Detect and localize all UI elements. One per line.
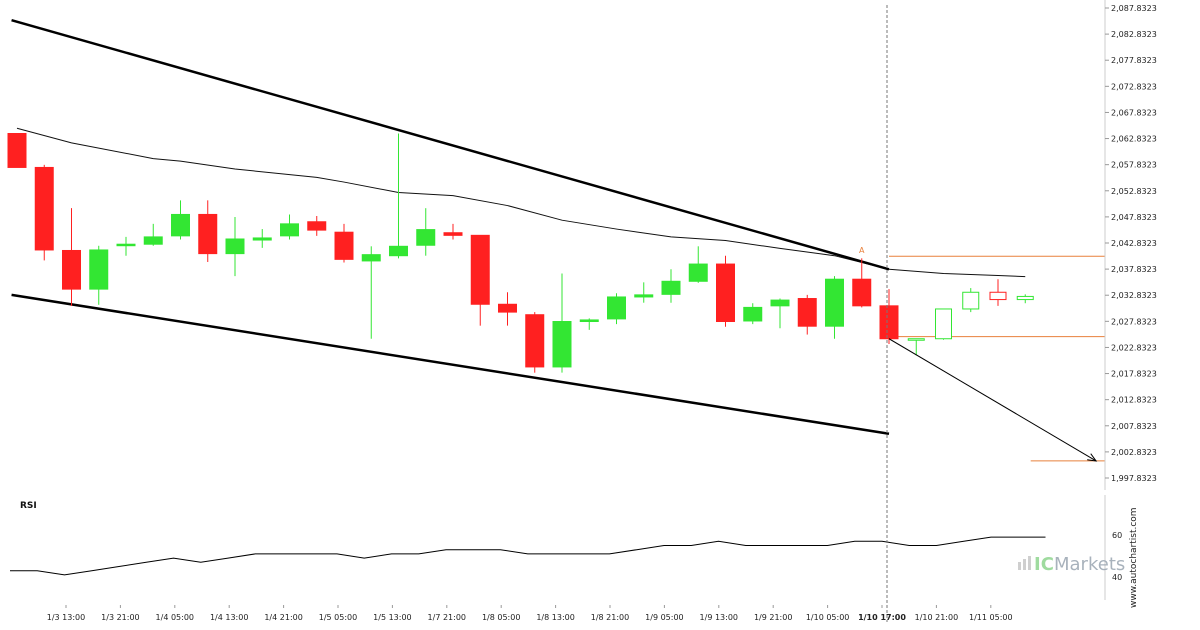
candle-up [416, 229, 436, 246]
price-tick-label: 2,067.8323 [1111, 108, 1157, 117]
candle-down [307, 221, 327, 231]
price-tick-label: 2,042.8323 [1111, 239, 1157, 248]
price-tick-label: 1,997.8323 [1111, 474, 1157, 483]
price-tick-label: 2,022.8323 [1111, 343, 1157, 352]
price-tick-label: 2,082.8323 [1111, 30, 1157, 39]
time-tick-label: 1/8 13:00 [536, 613, 574, 622]
time-tick-label: 1/11 05:00 [969, 613, 1013, 622]
candle-up [252, 237, 272, 241]
price-tick-label: 2,087.8323 [1111, 4, 1157, 13]
candle-down [443, 232, 463, 236]
candle-up [770, 299, 790, 307]
candle-up [825, 278, 844, 327]
candle-up [634, 294, 654, 298]
candle-up [661, 280, 681, 295]
time-tick-label: 1/9 21:00 [754, 613, 792, 622]
watermark-brand-prefix: IC [1034, 554, 1054, 575]
price-tick-label: 2,032.8323 [1111, 291, 1157, 300]
candle-up [743, 306, 763, 322]
candle-down [716, 263, 735, 323]
price-tick-label: 2,052.8323 [1111, 187, 1157, 196]
projection-line [888, 338, 1097, 462]
time-tick-label: 1/9 05:00 [645, 613, 683, 622]
time-tick-label: 1/4 21:00 [264, 613, 302, 622]
price-tick-label: 2,037.8323 [1111, 265, 1157, 274]
time-tick-label: 1/3 21:00 [101, 613, 139, 622]
candle-up [361, 254, 381, 262]
watermark-side-text: www.autochartist.com [1129, 507, 1139, 608]
level-label: A [859, 246, 865, 255]
rsi-tick-label: 60 [1112, 531, 1122, 540]
candle-up [607, 296, 626, 320]
price-tick-label: 2,072.8323 [1111, 82, 1157, 91]
candle-up [389, 245, 408, 257]
projection-layer [888, 338, 1098, 462]
rsi-title: RSI [20, 501, 37, 511]
time-tick-label-highlight: 1/10 17:00 [858, 613, 906, 622]
time-tick-label: 1/8 21:00 [591, 613, 629, 622]
candle-up [688, 263, 708, 282]
rsi-line [10, 536, 1046, 576]
time-tick-label: 1/10 21:00 [915, 613, 959, 622]
price-tick-label: 2,002.8323 [1111, 448, 1157, 457]
rsi-tick-label: 40 [1112, 573, 1122, 582]
time-tick-label: 1/5 13:00 [373, 613, 411, 622]
price-tick-label: 2,057.8323 [1111, 161, 1157, 170]
projection-arrowhead [1087, 453, 1098, 462]
time-tick-label: 1/8 05:00 [482, 613, 520, 622]
time-tick-label: 1/7 21:00 [428, 613, 466, 622]
candle-down [797, 298, 817, 327]
candle-down [470, 234, 490, 305]
price-tick-label: 2,047.8323 [1111, 213, 1157, 222]
candle-up [143, 236, 163, 245]
time-tick-label: 1/4 13:00 [210, 613, 248, 622]
candle-up [171, 213, 190, 237]
candle-up [280, 223, 299, 237]
candle-up [225, 238, 245, 255]
candle-up [552, 321, 572, 368]
price-tick-label: 2,027.8323 [1111, 317, 1157, 326]
candle-down [498, 303, 517, 313]
watermark: IC Markets www.autochartist.com [1018, 507, 1139, 608]
icmarkets-logo-icon [1018, 556, 1031, 570]
candle-up [907, 338, 925, 341]
candle-down [989, 291, 1007, 301]
candle-down [198, 213, 218, 255]
candle-down [334, 231, 354, 260]
candle-up [962, 291, 980, 310]
candle-down [62, 249, 81, 290]
candle-down [7, 133, 27, 168]
price-tick-label: 2,017.8323 [1111, 370, 1157, 379]
candle-up [579, 319, 599, 323]
time-tick-label: 1/5 05:00 [319, 613, 357, 622]
time-tick-label: 1/10 05:00 [806, 613, 850, 622]
price-tick-label: 2,007.8323 [1111, 422, 1157, 431]
price-tick-label: 2,077.8323 [1111, 56, 1157, 65]
candle-down [852, 278, 872, 307]
candle-down [525, 314, 545, 368]
price-axis: 2,087.8323 2,082.8323 2,077.8323 2,072.8323… [1104, 0, 1157, 490]
price-tick-label: 2,062.8323 [1111, 135, 1157, 144]
channel-upper-line [11, 18, 890, 271]
price-tick-label: 2,012.8323 [1111, 396, 1157, 405]
time-tick-label: 1/9 13:00 [700, 613, 738, 622]
candle-down [879, 305, 899, 340]
channel-lower-line [11, 293, 890, 436]
time-axis: 1/3 13:00 1/3 21:00 1/4 05:00 1/4 13:00 1/4 … [47, 605, 1013, 622]
candle-up [935, 308, 952, 340]
candle-up [89, 249, 109, 290]
candle-down [34, 166, 54, 251]
candle-up [1016, 295, 1034, 301]
watermark-brand-suffix: Markets [1054, 554, 1125, 575]
time-tick-label: 1/4 05:00 [156, 613, 194, 622]
channel-layer [11, 18, 890, 436]
rsi-panel: RSI 60 40 [10, 495, 1122, 600]
time-tick-label: 1/3 13:00 [47, 613, 85, 622]
candles-layer [7, 133, 1034, 373]
candle-up [116, 243, 136, 247]
